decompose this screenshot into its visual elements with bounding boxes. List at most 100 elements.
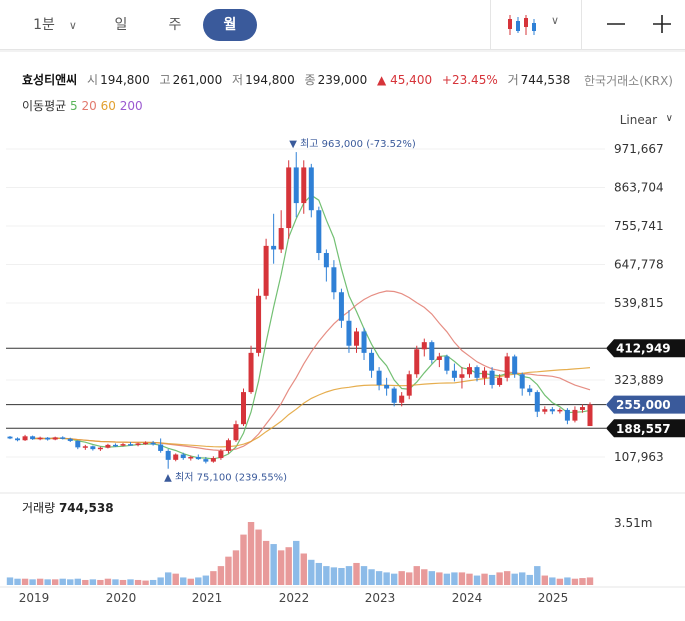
candle-body [135, 443, 141, 445]
volume-bar [436, 572, 443, 585]
volume-bar [466, 573, 473, 585]
volume-bar [217, 566, 225, 585]
candle-body [75, 440, 81, 448]
candle-body [557, 409, 563, 412]
chevron-down-icon[interactable]: ∨ [665, 113, 673, 124]
y-tick-label: 323,889 [614, 373, 664, 387]
volume-bar [255, 529, 262, 585]
volume-bar [458, 572, 466, 585]
stock-name: 효성티앤씨 [22, 73, 78, 87]
candle-body [587, 404, 593, 427]
volume-bar [277, 550, 285, 585]
volume-bar [59, 578, 66, 585]
candle-body [542, 409, 548, 412]
candle-body [52, 437, 58, 440]
candle-body [429, 342, 435, 360]
tab-day[interactable]: 일 [114, 17, 128, 33]
moving-average-legend[interactable]: 이동평균 5 20 60 200 [22, 97, 143, 114]
volume-bar [74, 578, 81, 585]
volume-bar [36, 578, 44, 585]
open-value: 194,800 [100, 73, 150, 87]
tab-1min[interactable]: 1분 ∨ [20, 9, 90, 41]
candle-body [105, 444, 111, 448]
moving-average-lines [32, 194, 591, 460]
candle-body [361, 331, 367, 353]
volume-bar [262, 540, 270, 585]
candle-body [421, 342, 427, 350]
volume-bar [142, 580, 149, 585]
candle-body [195, 456, 201, 460]
volume-bar [127, 579, 134, 585]
volume-bar [503, 571, 511, 585]
candle-body [369, 352, 375, 371]
volume-bar [119, 579, 127, 585]
time-axis: 2019 2020 2021 2022 2023 2024 2025 [19, 591, 569, 605]
candle-body [67, 438, 73, 441]
open-label: 시 [87, 73, 99, 87]
candle-body [512, 356, 518, 375]
volume-bar [451, 572, 458, 585]
volume-bar [195, 577, 202, 585]
chart-grid [0, 50, 685, 588]
candle-body [120, 444, 126, 446]
candle-body [519, 374, 525, 389]
low-annotation: ▲ 최저 75,100 (239.55%) [164, 472, 287, 484]
volume-bar [164, 572, 172, 585]
x-tick-label: 2020 [106, 591, 137, 605]
price-badge-label: 255,000 [616, 398, 671, 412]
x-tick-label: 2023 [365, 591, 396, 605]
volume-bar [51, 579, 59, 585]
volume-bar [157, 577, 164, 585]
volume-bar [247, 522, 255, 585]
candle-body [82, 446, 88, 448]
candle-body [173, 454, 179, 460]
volume-bar [44, 579, 51, 585]
zoom-in-icon[interactable] [650, 10, 674, 38]
candle-body [527, 388, 533, 393]
volume-bar [368, 569, 375, 585]
candle-body [572, 409, 578, 421]
low-label: 저 [232, 73, 244, 87]
volume-bar [406, 572, 413, 585]
volume-bar [104, 578, 112, 585]
candle-body [165, 450, 171, 460]
volume-label: 거 [507, 73, 519, 87]
candle-body [579, 407, 585, 410]
close-value: 239,000 [317, 73, 368, 87]
tab-month[interactable]: 월 [203, 9, 257, 41]
candle-body [241, 392, 247, 425]
candle-body [112, 444, 118, 447]
candle-body [399, 395, 405, 403]
volume-bar [383, 572, 390, 585]
volume-bar [89, 579, 97, 585]
tab-week[interactable]: 주 [168, 17, 182, 33]
candle-body [15, 438, 21, 441]
volume-bar [556, 578, 564, 585]
candle-body [37, 437, 43, 440]
volume-bar [488, 574, 496, 585]
candle-body [158, 444, 164, 451]
low-value: 194,800 [245, 73, 295, 87]
volume-bar [375, 571, 383, 585]
chart-type-selector[interactable]: ∨ [490, 0, 582, 50]
volume-value: 744,538 [520, 73, 571, 87]
scale-selector[interactable]: Linear [619, 113, 657, 127]
price-badge [606, 339, 685, 358]
y-tick-label: 755,741 [614, 219, 664, 233]
volume-bar [481, 573, 488, 585]
volume-bar [6, 577, 14, 585]
volume-bars: 거래량 744,538 3.51m [6, 501, 652, 585]
y-tick-label: 971,667 [614, 142, 664, 156]
candle-body [188, 456, 194, 459]
volume-title-value: 744,538 [59, 501, 114, 515]
volume-bar [315, 562, 323, 585]
candle-body [30, 436, 36, 440]
volume-bar [232, 550, 240, 585]
candle-body [323, 253, 329, 268]
candle-body [549, 409, 555, 412]
zoom-out-icon[interactable] [604, 10, 628, 38]
volume-bar [511, 573, 518, 585]
high-label: 고 [159, 73, 171, 87]
volume-bar [473, 575, 481, 585]
